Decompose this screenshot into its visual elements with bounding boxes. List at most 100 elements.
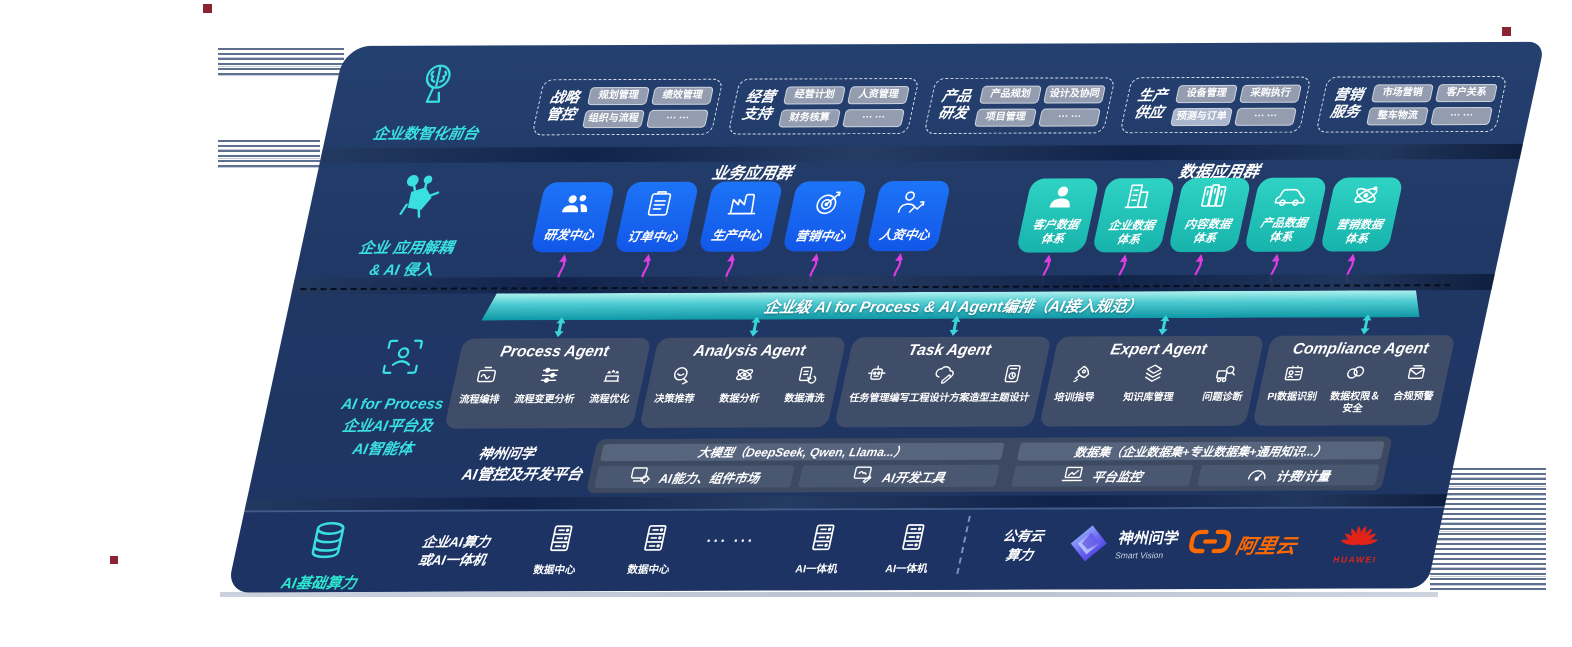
tile-wrap: 营销中心 <box>775 181 868 286</box>
molecule-icon <box>346 174 488 228</box>
group-item: 人资管理 <box>847 85 911 104</box>
user-icon <box>1045 184 1078 215</box>
group-item: 经营计划 <box>783 85 847 104</box>
tile-label: 人资中心 <box>878 227 932 242</box>
tool-label: AI开发工具 <box>880 470 947 485</box>
teal-double-arrow <box>749 316 761 337</box>
agent-title: Analysis Agent <box>692 342 808 360</box>
tile-wrap: 订单中心 <box>607 181 700 287</box>
server-icon <box>638 525 668 557</box>
layers-icon <box>1139 363 1166 388</box>
front-office-groups: 战略管控 规划管理 绩效管理 组织与流程 ··· ··· 经营支持 经营计划 人… <box>531 75 1508 136</box>
tile-customer-data: 客户数据体系 <box>1015 178 1100 253</box>
group-item: 整车物流 <box>1366 106 1430 125</box>
group-item: ··· ··· <box>842 108 906 127</box>
ai-layer-line2: 企业AI平台及 <box>340 417 435 436</box>
server-icon <box>896 524 926 556</box>
cloud-line1: 公有云 <box>1001 528 1046 544</box>
factory-icon <box>725 190 761 219</box>
platform-card: 大模型（DeepSeek, Qwen, Llama...） AI能力、组件市场 … <box>586 436 1393 494</box>
infra-label-text: AI基础算力 <box>279 574 359 593</box>
red-dot-decoration <box>110 556 118 564</box>
node-label: AI一体机 <box>884 562 929 576</box>
group-item: 组织与流程 <box>582 109 646 128</box>
tile-production-center: 生产中心 <box>698 181 784 252</box>
tile-wrap: 生产中心 <box>691 181 784 286</box>
flow-icon <box>472 365 499 390</box>
target-icon <box>810 189 845 220</box>
tile-label: 营销中心 <box>794 228 848 243</box>
red-dot-decoration <box>1502 27 1511 36</box>
agent-item-label: 培训指导 <box>1053 392 1096 404</box>
huawei-name: HUAWEI <box>1332 554 1379 565</box>
public-cloud-label: 公有云 算力 <box>974 527 1068 565</box>
ellipsis: ··· ··· <box>704 532 757 550</box>
teal-double-arrow <box>1360 314 1372 335</box>
group-title: 战略管控 <box>544 90 581 124</box>
database-icon <box>303 521 345 566</box>
group-supply: 生产供应 设备管理 采购执行 预测与订单 ··· ··· <box>1119 76 1312 134</box>
agent-item-label: 编写工程设计方案 <box>888 392 971 405</box>
agent-item-label: 任务管理 <box>848 393 891 405</box>
group-title: 经营支持 <box>740 89 777 123</box>
front-office-label: 企业数智化前台 <box>363 61 501 145</box>
node-label: 数据中心 <box>532 564 577 577</box>
group-item: 财务核算 <box>778 108 842 127</box>
market-icon <box>627 466 653 488</box>
group-title: 产品研发 <box>936 89 973 122</box>
id-card-icon <box>1280 362 1307 387</box>
tile-label: 订单中心 <box>626 229 680 244</box>
tile-order-center: 订单中心 <box>614 181 700 253</box>
content-books-icon <box>1196 183 1231 214</box>
atom-icon <box>730 364 757 389</box>
datacenter-node: 数据中心 <box>522 523 596 577</box>
app-layer-label: 企业 应用解耦 & AI 侵入 <box>334 174 487 283</box>
group-item: ··· ··· <box>1038 107 1102 127</box>
smartvision-diamond-icon <box>1063 523 1113 568</box>
agent-item-label: 知识库管理 <box>1122 392 1175 404</box>
server-icon <box>806 524 836 556</box>
agent-title: Task Agent <box>906 341 993 360</box>
aliyun-name: 阿里云 <box>1233 535 1299 558</box>
aliyun-bracket-icon <box>1185 529 1233 559</box>
group-item: 采购执行 <box>1239 84 1303 103</box>
tool-label: 计费/计量 <box>1274 469 1332 484</box>
group-strategy: 战略管控 规划管理 绩效管理 组织与流程 ··· ··· <box>531 78 724 136</box>
tile-wrap: 客户数据体系 <box>1008 178 1100 287</box>
node-label: AI一体机 <box>794 563 839 576</box>
group-item: 设备管理 <box>1175 84 1239 103</box>
huawei-flower-icon <box>1337 516 1383 553</box>
group-marketing: 营销服务 市场营销 客户关系 整车物流 ··· ··· <box>1315 75 1508 133</box>
agent-item-label: 决策推荐 <box>653 393 696 405</box>
car-icon <box>1270 184 1308 213</box>
tile-hr-center: 人资中心 <box>866 180 952 252</box>
tile-label: 客户数据体系 <box>1031 219 1080 246</box>
tile-label: 研发中心 <box>542 227 596 242</box>
node-label: 数据中心 <box>626 563 671 577</box>
tile-label: 营销数据体系 <box>1335 219 1384 246</box>
infra-label: AI基础算力 <box>257 520 393 593</box>
agent-title: Compliance Agent <box>1291 340 1431 358</box>
platform-monitor-button: 平台监控 <box>1010 465 1194 487</box>
agent-item-label: 流程变更分析 <box>513 394 576 406</box>
tile-label: 产品数据体系 <box>1259 217 1309 244</box>
agent-title: Process Agent <box>498 343 611 361</box>
person-scan-icon <box>327 338 477 384</box>
training-icon <box>1067 363 1094 388</box>
group-item: 预测与订单 <box>1170 107 1234 126</box>
agent-item-label: PI数据识别 <box>1266 391 1318 403</box>
cloud-line2: 算力 <box>1004 547 1035 563</box>
infrastructure-row: AI基础算力 企业AI算力 或AI一体机 数据中心 数据中心 ··· ··· A… <box>226 506 1445 593</box>
group-item: ··· ··· <box>646 109 710 128</box>
compute-label: 企业AI算力 或AI一体机 <box>388 533 521 570</box>
agent-title: Expert Agent <box>1108 340 1209 359</box>
group-item: 绩效管理 <box>651 86 715 105</box>
tile-wrap: 内容数据体系 <box>1160 177 1252 287</box>
tile-marketing-center: 营销中心 <box>782 181 868 252</box>
huawei-logo: HUAWEI <box>1322 516 1396 565</box>
smartvision-sub: Smart Vision <box>1114 549 1165 561</box>
group-title: 生产供应 <box>1132 88 1169 122</box>
optimize-icon <box>598 365 625 390</box>
teal-double-arrow <box>554 317 566 338</box>
ai-appliance-node: AI一体机 <box>874 522 948 576</box>
